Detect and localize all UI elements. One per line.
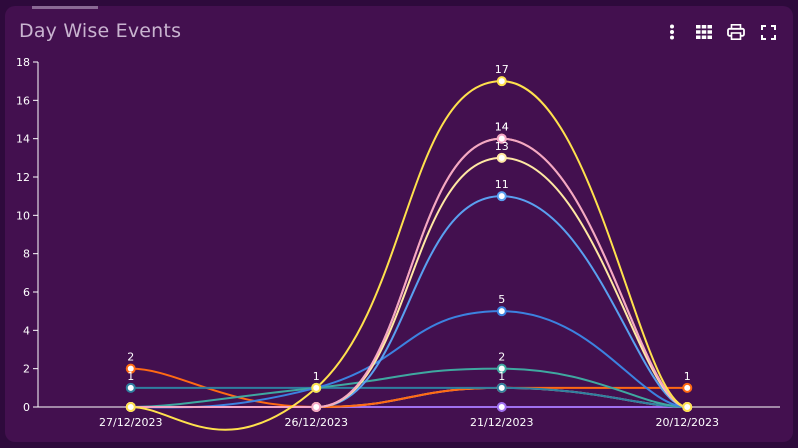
y-tick-label: 2 [23,363,30,376]
data-point [682,402,693,412]
series-line [130,137,688,409]
series-line [130,367,688,408]
data-label: 2 [498,351,505,364]
fullscreen-button[interactable] [757,21,779,43]
y-tick-label: 0 [23,401,30,414]
data-point [496,76,507,87]
x-tick-label: 27/12/2023 [99,416,162,429]
data-label: 14 [495,121,509,134]
data-point [311,382,322,393]
series-line [130,80,688,431]
x-tick-label: 21/12/2023 [470,416,533,429]
x-tick-label: 26/12/2023 [285,416,348,429]
y-tick-label: 4 [23,324,30,337]
data-label: 1 [684,370,691,383]
x-tick-label: 20/12/2023 [656,416,719,429]
data-point [496,382,507,393]
data-point [125,402,136,412]
data-label: 17 [495,63,509,76]
series-line [130,156,688,409]
y-tick-label: 16 [16,94,30,107]
data-point [125,363,136,374]
data-point [125,382,136,393]
data-point [496,152,507,163]
chart-toolbar [661,21,779,43]
data-label: 5 [498,293,505,306]
y-tick-label: 8 [23,248,30,261]
data-label: 1 [127,370,134,383]
data-point [311,402,322,412]
more-vertical-icon [670,24,674,40]
data-point [496,191,507,202]
data-point [496,133,507,144]
data-label: 2 [127,351,134,364]
data-label: 14 [495,121,509,134]
y-tick-label: 6 [23,286,30,299]
y-tick-label: 12 [16,171,30,184]
data-point [682,382,693,393]
data-point [496,363,507,374]
data-label: 13 [495,140,509,153]
tab-indicator [32,6,98,9]
y-tick-label: 14 [16,133,30,146]
data-point [496,306,507,317]
fullscreen-icon [760,24,776,40]
table-grid-icon [696,25,712,39]
more-options-button[interactable] [661,21,683,43]
data-point [496,402,507,412]
y-tick-label: 10 [16,209,30,222]
data-table-button[interactable] [693,21,715,43]
chart-title: Day Wise Events [19,20,182,42]
series-line [130,386,688,408]
y-tick-label: 18 [16,56,30,69]
data-label: 11 [495,178,509,191]
data-label: 1 [313,370,320,383]
print-button[interactable] [725,21,747,43]
data-label: 1 [498,370,505,383]
series-line [130,310,688,409]
print-icon [727,24,745,40]
